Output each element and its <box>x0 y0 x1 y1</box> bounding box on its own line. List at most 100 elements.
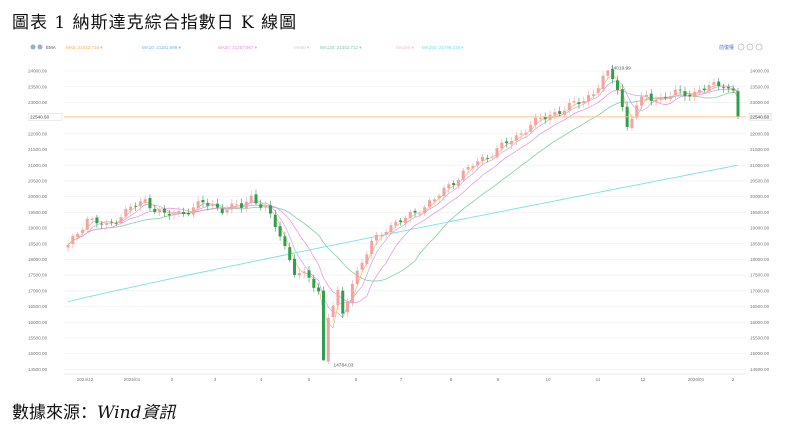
candle-up <box>697 89 701 93</box>
candle-up <box>360 262 364 270</box>
candle-down <box>288 247 292 261</box>
candle-down <box>162 208 166 213</box>
y-tick-label-right: 20000.00 <box>750 194 770 199</box>
x-tick-label: 2026/01 <box>688 377 705 382</box>
x-tick-label: 6 <box>355 377 358 382</box>
candle-down <box>731 88 735 91</box>
candle-down <box>736 91 740 117</box>
candlestick-chart: EMA MA5: 21042.716 ▾ MA10: 21181.899 ▾ MA20… <box>27 43 773 382</box>
candles <box>66 64 740 365</box>
candle-up <box>712 82 716 85</box>
candle-up <box>461 170 465 180</box>
y-tick-label-right: 15000.00 <box>750 351 770 356</box>
x-tick-label: 4 <box>260 377 263 382</box>
y-tick-label: 15500.00 <box>28 335 48 340</box>
y-tick-label: 23500.00 <box>28 84 48 89</box>
chart-toolbar: EMA MA5: 21042.716 ▾ MA10: 21181.899 ▾ MA20… <box>30 43 763 51</box>
candle-down <box>240 203 244 208</box>
candle-up <box>244 201 248 209</box>
x-tick-label: 8 <box>450 377 453 382</box>
high-annotation: 24019.99 <box>611 65 631 71</box>
candle-up <box>326 317 330 362</box>
candle-down <box>293 258 297 275</box>
candle-up <box>423 207 427 214</box>
candle-down <box>413 210 417 213</box>
candle-down <box>485 157 489 159</box>
candle-down <box>187 212 190 215</box>
candle-up <box>630 118 634 129</box>
candle-up <box>230 203 234 210</box>
legend-item-2: MA20: 21257.967 ▾ <box>218 45 258 50</box>
x-tick-label: 2025/01 <box>124 377 141 382</box>
y-tick-label: 16000.00 <box>28 320 48 325</box>
x-tick-label: 3 <box>214 377 217 382</box>
y-tick-label-right: 14500.00 <box>750 367 770 372</box>
candle-down <box>558 111 562 114</box>
y-tick-label-right: 17000.00 <box>750 288 770 293</box>
candle-up <box>302 271 306 274</box>
candle-down <box>307 270 311 278</box>
candle-down <box>259 204 263 208</box>
y-tick-label: 17000.00 <box>28 288 48 293</box>
candle-down <box>726 87 730 89</box>
legend-item-5: MA250 ▾ <box>396 45 415 50</box>
candle-up <box>529 124 533 132</box>
y-tick-label: 15000.00 <box>28 351 48 356</box>
candle-down <box>182 212 186 214</box>
candle-up <box>177 210 181 213</box>
candle-up <box>191 207 195 215</box>
y-tick-label-right: 24000.00 <box>750 69 770 74</box>
candle-down <box>215 203 219 208</box>
candle-up <box>124 208 128 217</box>
y-tick-label-right: 15500.00 <box>750 335 770 340</box>
candle-up <box>587 95 591 102</box>
y-tick-label: 21000.00 <box>28 163 48 168</box>
candle-up <box>466 166 470 170</box>
candle-up <box>601 75 605 90</box>
ma5-line <box>67 74 739 329</box>
candle-up <box>519 133 523 135</box>
candle-down <box>678 89 682 91</box>
candle-up <box>606 70 610 76</box>
candle-up <box>346 301 350 313</box>
y-tick-label: 17500.00 <box>28 273 48 278</box>
candle-down <box>717 81 721 87</box>
candle-down <box>317 287 321 292</box>
candle-down <box>206 203 210 206</box>
candle-down <box>577 102 581 105</box>
y-tick-label-right: 16000.00 <box>750 320 770 325</box>
source-line: 數據來源：Wind資訊 <box>12 398 175 423</box>
candle-up <box>538 118 542 119</box>
candle-up <box>509 141 513 145</box>
candle-down <box>268 205 272 214</box>
candle-down <box>722 87 726 89</box>
ma60-line <box>67 91 739 282</box>
candle-up <box>640 96 644 106</box>
candle-up <box>355 270 359 285</box>
legend-item-3: MA60 ▾ <box>294 45 310 50</box>
candle-up <box>336 289 340 306</box>
chart-grid <box>64 70 746 375</box>
candle-down <box>273 214 277 227</box>
candle-up <box>437 195 441 199</box>
candle-down <box>321 290 325 361</box>
candle-down <box>341 290 345 314</box>
candle-down <box>109 221 113 223</box>
candle-up <box>500 142 504 149</box>
candle-up <box>447 184 451 189</box>
chart-panel: EMA MA5: 21042.716 ▾ MA10: 21181.899 ▾ MA20… <box>27 38 773 384</box>
candle-up <box>85 218 89 230</box>
legend-item-1: MA10: 21181.899 ▾ <box>142 45 181 50</box>
candle-up <box>66 244 70 248</box>
candle-up <box>428 200 432 207</box>
y-tick-label-right: 21000.00 <box>750 163 770 168</box>
candle-up <box>418 213 422 215</box>
candle-up <box>442 187 446 197</box>
candle-up <box>635 105 639 118</box>
y-tick-label-right: 19000.00 <box>750 226 770 231</box>
legend-item-0: MA5: 21042.716 ▾ <box>66 45 103 50</box>
low-annotation: 14784.03 <box>333 362 353 368</box>
current-price-tag-left <box>27 113 63 121</box>
y-tick-label: 14500.00 <box>28 367 48 372</box>
ma20-line <box>67 88 739 304</box>
